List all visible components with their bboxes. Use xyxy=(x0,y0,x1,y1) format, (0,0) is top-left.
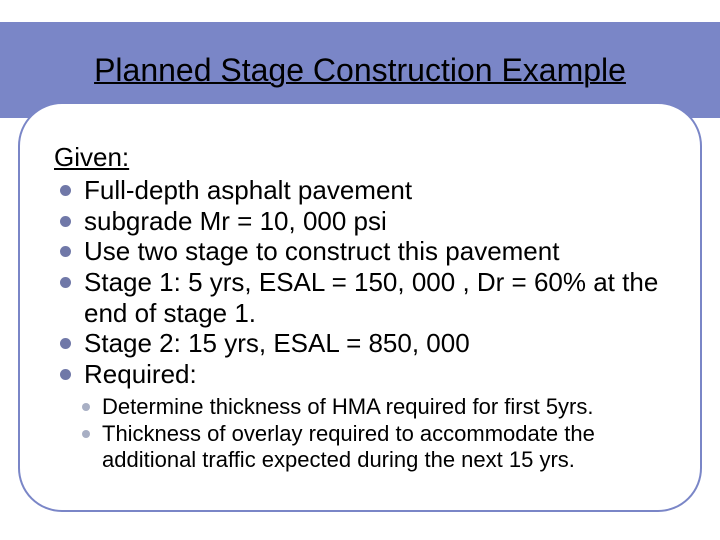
list-item: Thickness of overlay required to accommo… xyxy=(78,421,670,474)
sub-bullet-list: Determine thickness of HMA required for … xyxy=(78,394,670,474)
main-bullet-list: Full-depth asphalt pavement subgrade Mr … xyxy=(54,175,670,390)
list-item: Use two stage to construct this pavement xyxy=(54,236,670,267)
slide-title: Planned Stage Construction Example xyxy=(94,52,626,89)
list-item: Stage 1: 5 yrs, ESAL = 150, 000 , Dr = 6… xyxy=(54,267,670,328)
list-item: Required: xyxy=(54,359,670,390)
list-item: subgrade Mr = 10, 000 psi xyxy=(54,206,670,237)
given-heading: Given: xyxy=(54,142,670,173)
content-card: Given: Full-depth asphalt pavement subgr… xyxy=(18,102,702,512)
list-item: Stage 2: 15 yrs, ESAL = 850, 000 xyxy=(54,328,670,359)
list-item: Full-depth asphalt pavement xyxy=(54,175,670,206)
list-item: Determine thickness of HMA required for … xyxy=(78,394,670,420)
